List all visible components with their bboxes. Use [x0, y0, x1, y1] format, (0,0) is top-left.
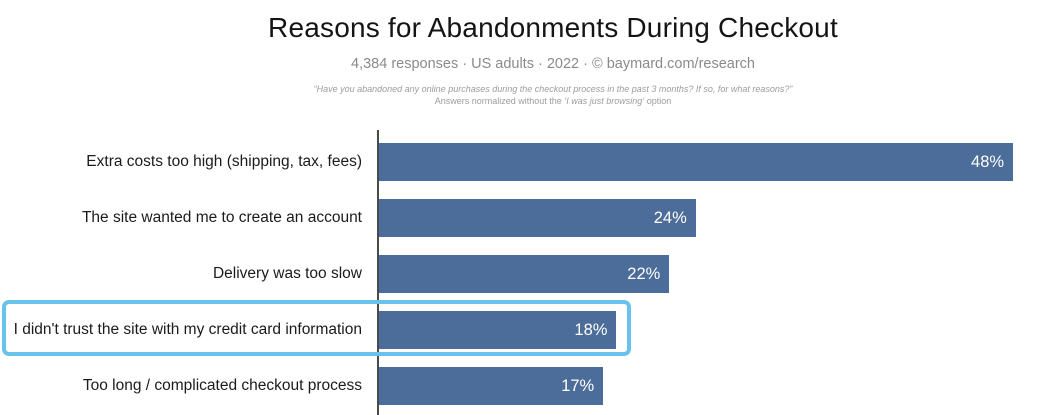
value-label: 17% [561, 376, 595, 395]
survey-footnote: “Have you abandoned any online purchases… [66, 83, 1040, 107]
bar-row: Too long / complicated checkout process 1… [0, 358, 1040, 414]
bar: 24% [378, 199, 696, 237]
bar: 48% [378, 143, 1014, 181]
bar-row: The site wanted me to create an account 2… [0, 190, 1040, 246]
note-italic-phrase: ‘I was just browsing’ [564, 96, 645, 107]
bar-row: Delivery was too slow 22% [0, 246, 1040, 302]
value-label: 18% [574, 320, 608, 339]
category-label: I didn't trust the site with my credit c… [13, 321, 362, 338]
normalization-note-line: Answers normalized without the ‘I was ju… [66, 95, 1040, 107]
category-label: Too long / complicated checkout process [82, 377, 362, 394]
bar-chart: Extra costs too high (shipping, tax, fee… [0, 130, 1040, 415]
value-label: 48% [971, 152, 1005, 171]
survey-question-line: “Have you abandoned any online purchases… [313, 84, 793, 95]
chart-subtitle: 4,384 responses · US adults · 2022 · © b… [351, 56, 755, 73]
bar-row: I didn't trust the site with my credit c… [0, 300, 1040, 358]
note-prefix: Answers normalized without the [434, 96, 565, 107]
category-label: Extra costs too high (shipping, tax, fee… [86, 153, 362, 170]
value-label: 22% [627, 264, 661, 283]
category-label: The site wanted me to create an account [81, 209, 362, 226]
value-label: 24% [653, 208, 687, 227]
bar: 22% [378, 255, 670, 293]
bar: 18% [378, 311, 617, 349]
note-suffix: option [644, 96, 672, 107]
bar-rows: Extra costs too high (shipping, tax, fee… [0, 134, 1040, 414]
chart-title: Reasons for Abandonments During Checkout [268, 12, 838, 43]
chart-header: Reasons for Abandonments During Checkout… [0, 0, 1040, 107]
bar: 17% [378, 367, 604, 405]
category-label: Delivery was too slow [212, 265, 362, 282]
bar-row: Extra costs too high (shipping, tax, fee… [0, 134, 1040, 190]
y-axis-line [377, 130, 379, 415]
